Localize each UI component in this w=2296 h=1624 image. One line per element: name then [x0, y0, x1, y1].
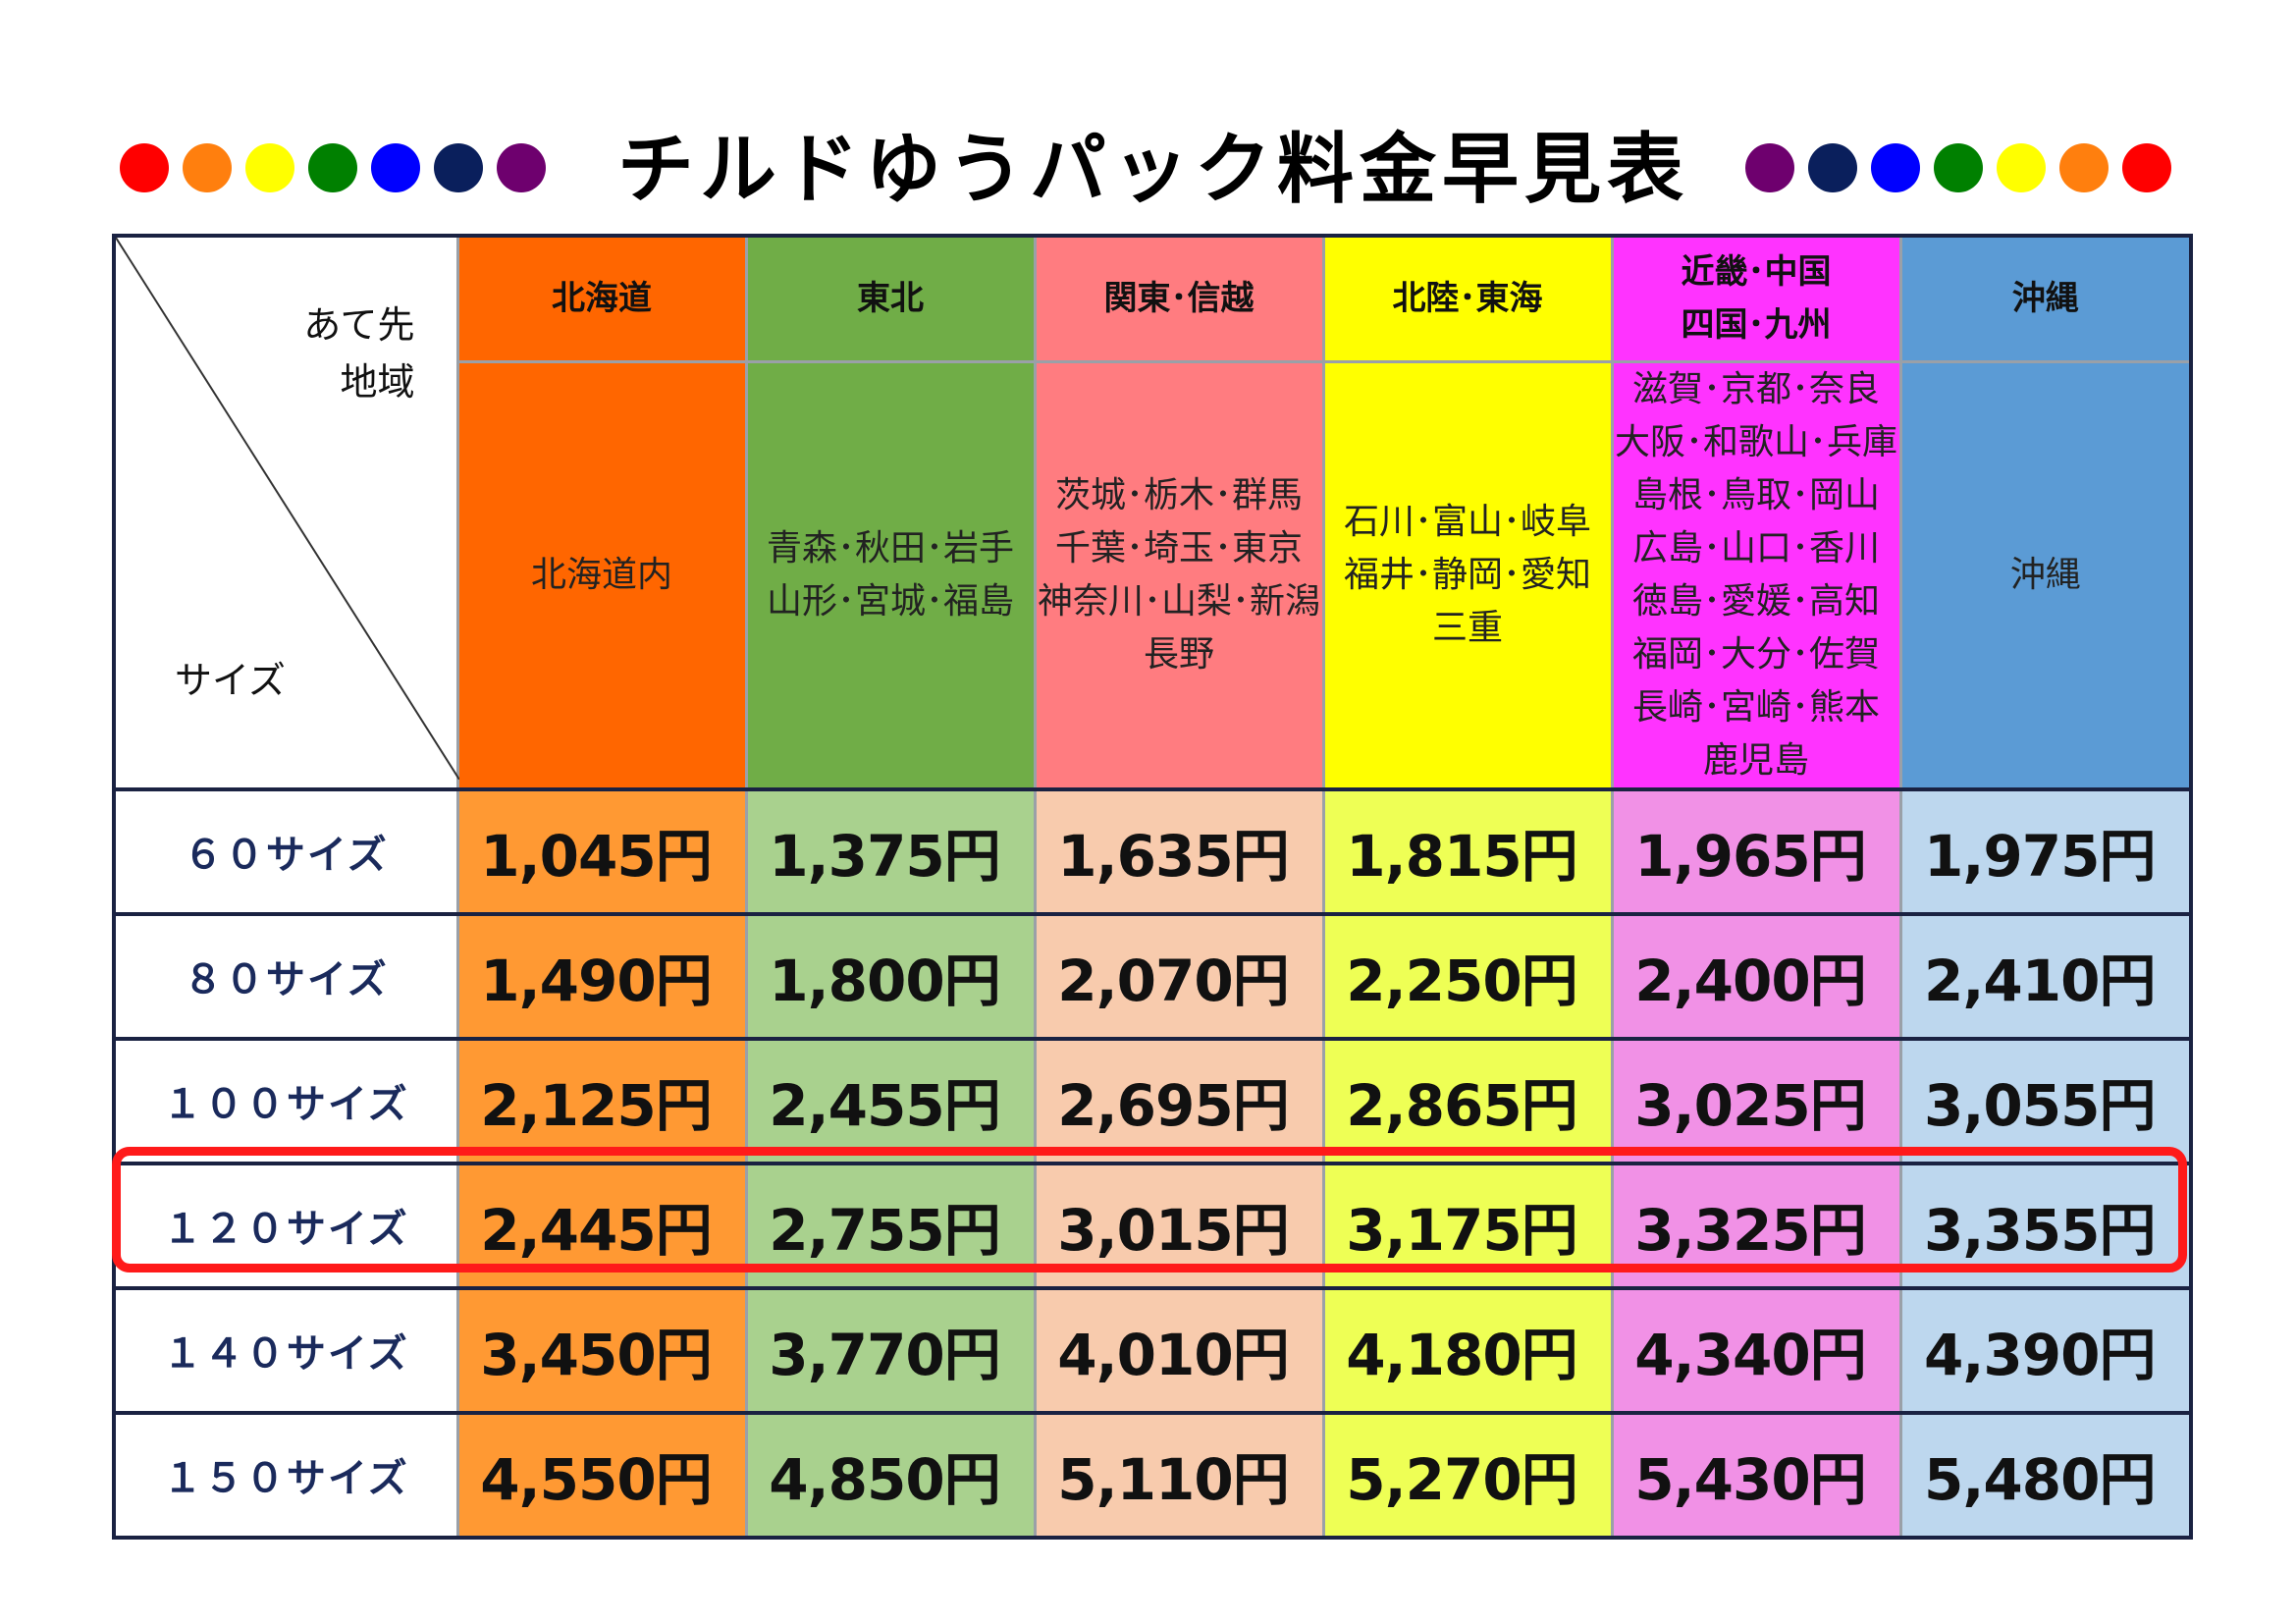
- price-cell: 3,055円: [1898, 1036, 2191, 1164]
- price-cell: 1,815円: [1321, 786, 1612, 914]
- region-prefectures: 青森･秋田･岩手 山形･宮城･福島: [744, 361, 1035, 789]
- decorative-dot: [371, 143, 420, 192]
- decorative-dot: [1997, 143, 2046, 192]
- price-cell: 5,270円: [1321, 1410, 1612, 1538]
- decorative-dot: [497, 143, 546, 192]
- region-header-row: あて先 地域 サイズ 北海道 東北 関東･信越 北陸･東海 近畿･中国 四国･九州 沖縄: [114, 236, 2191, 789]
- decorative-dot: [2122, 143, 2171, 192]
- destination-label-line-1: あて先: [303, 303, 415, 347]
- decorative-dot: [1808, 143, 1857, 192]
- price-cell: 1,045円: [455, 786, 746, 914]
- price-row: １２０サイズ 2,445円 2,755円 3,015円 3,175円 3,325円 3,35…: [114, 1161, 2191, 1288]
- region-header: 北海道: [455, 236, 746, 363]
- region-header: 近畿･中国 四国･九州: [1610, 236, 1900, 363]
- decorative-dot: [2059, 143, 2109, 192]
- region-prefectures: 茨城･栃木･群馬 千葉･埼玉･東京 神奈川･山梨･新潟 長野: [1033, 361, 1323, 789]
- price-cell: 3,355円: [1898, 1161, 2191, 1288]
- price-cell: 4,180円: [1321, 1285, 1612, 1413]
- region-header: 東北: [744, 236, 1035, 363]
- price-cell: 5,430円: [1610, 1410, 1900, 1538]
- price-cell: 2,250円: [1321, 911, 1612, 1039]
- prefecture-row: 北海道内 青森･秋田･岩手 山形･宮城･福島 茨城･栃木･群馬 千葉･埼玉･東京 神…: [114, 361, 2191, 789]
- price-cell: 1,635円: [1033, 786, 1323, 914]
- decorative-dot: [245, 143, 294, 192]
- price-cell: 3,770円: [744, 1285, 1035, 1413]
- price-cell: 4,340円: [1610, 1285, 1900, 1413]
- diagonal-line: [116, 238, 459, 780]
- destination-label: あて先 地域: [303, 297, 414, 410]
- size-cell: ８０サイズ: [114, 911, 459, 1039]
- price-row: １００サイズ 2,125円 2,455円 2,695円 2,865円 3,025円 3,05…: [114, 1036, 2191, 1164]
- price-row: １５０サイズ 4,550円 4,850円 5,110円 5,270円 5,430円 5,48…: [114, 1410, 2191, 1538]
- size-cell: １４０サイズ: [114, 1285, 459, 1413]
- price-row: ６０サイズ 1,045円 1,375円 1,635円 1,815円 1,965円 1,975…: [114, 786, 2191, 914]
- region-header: 北陸･東海: [1321, 236, 1612, 363]
- size-cell: １２０サイズ: [114, 1161, 459, 1288]
- size-label: サイズ: [175, 659, 286, 702]
- page-title: チルドゆうパック料金早見表: [616, 126, 1689, 214]
- size-cell: １５０サイズ: [114, 1410, 459, 1538]
- region-prefectures: 石川･富山･岐阜 福井･静岡･愛知 三重: [1321, 361, 1612, 789]
- price-cell: 2,070円: [1033, 911, 1323, 1039]
- price-cell: 3,175円: [1321, 1161, 1612, 1288]
- decorative-dot: [1934, 143, 1983, 192]
- decorative-dot: [120, 143, 169, 192]
- price-cell: 2,455円: [744, 1036, 1035, 1164]
- price-cell: 5,110円: [1033, 1410, 1323, 1538]
- price-cell: 4,390円: [1898, 1285, 2191, 1413]
- price-cell: 3,450円: [455, 1285, 746, 1413]
- price-cell: 4,010円: [1033, 1285, 1323, 1413]
- price-cell: 1,965円: [1610, 786, 1900, 914]
- decorative-dot: [1871, 143, 1920, 192]
- price-cell: 3,015円: [1033, 1161, 1323, 1288]
- price-cell: 2,695円: [1033, 1036, 1323, 1164]
- decorative-dot: [1745, 143, 1794, 192]
- price-cell: 4,850円: [744, 1410, 1035, 1538]
- region-prefectures: 北海道内: [455, 361, 746, 789]
- price-cell: 2,865円: [1321, 1036, 1612, 1164]
- fare-table: あて先 地域 サイズ 北海道 東北 関東･信越 北陸･東海 近畿･中国 四国･九州 沖縄 …: [112, 234, 2193, 1540]
- decorative-dot: [308, 143, 357, 192]
- region-header: 関東･信越: [1033, 236, 1323, 363]
- price-cell: 2,125円: [455, 1036, 746, 1164]
- size-cell: ６０サイズ: [114, 786, 459, 914]
- price-row: １４０サイズ 3,450円 3,770円 4,010円 4,180円 4,340円 4,39…: [114, 1285, 2191, 1413]
- price-cell: 1,975円: [1898, 786, 2191, 914]
- price-cell: 3,025円: [1610, 1036, 1900, 1164]
- price-cell: 2,445円: [455, 1161, 746, 1288]
- region-header: 沖縄: [1898, 236, 2191, 363]
- size-cell: １００サイズ: [114, 1036, 459, 1164]
- decorative-dot: [183, 143, 232, 192]
- corner-cell: あて先 地域 サイズ: [114, 236, 459, 789]
- region-prefectures: 沖縄: [1898, 361, 2191, 789]
- price-cell: 2,410円: [1898, 911, 2191, 1039]
- price-cell: 1,800円: [744, 911, 1035, 1039]
- price-row: ８０サイズ 1,490円 1,800円 2,070円 2,250円 2,400円 2,410…: [114, 911, 2191, 1039]
- price-cell: 2,400円: [1610, 911, 1900, 1039]
- price-cell: 1,375円: [744, 786, 1035, 914]
- price-cell: 3,325円: [1610, 1161, 1900, 1288]
- price-cell: 1,490円: [455, 911, 746, 1039]
- destination-label-line-2: 地域: [340, 360, 415, 404]
- decorative-dot: [434, 143, 483, 192]
- price-cell: 4,550円: [455, 1410, 746, 1538]
- price-cell: 2,755円: [744, 1161, 1035, 1288]
- price-cell: 5,480円: [1898, 1410, 2191, 1538]
- region-prefectures: 滋賀･京都･奈良 大阪･和歌山･兵庫 島根･鳥取･岡山 広島･山口･香川 徳島･…: [1610, 361, 1900, 789]
- title-row: チルドゆうパック料金早見表: [0, 116, 2296, 224]
